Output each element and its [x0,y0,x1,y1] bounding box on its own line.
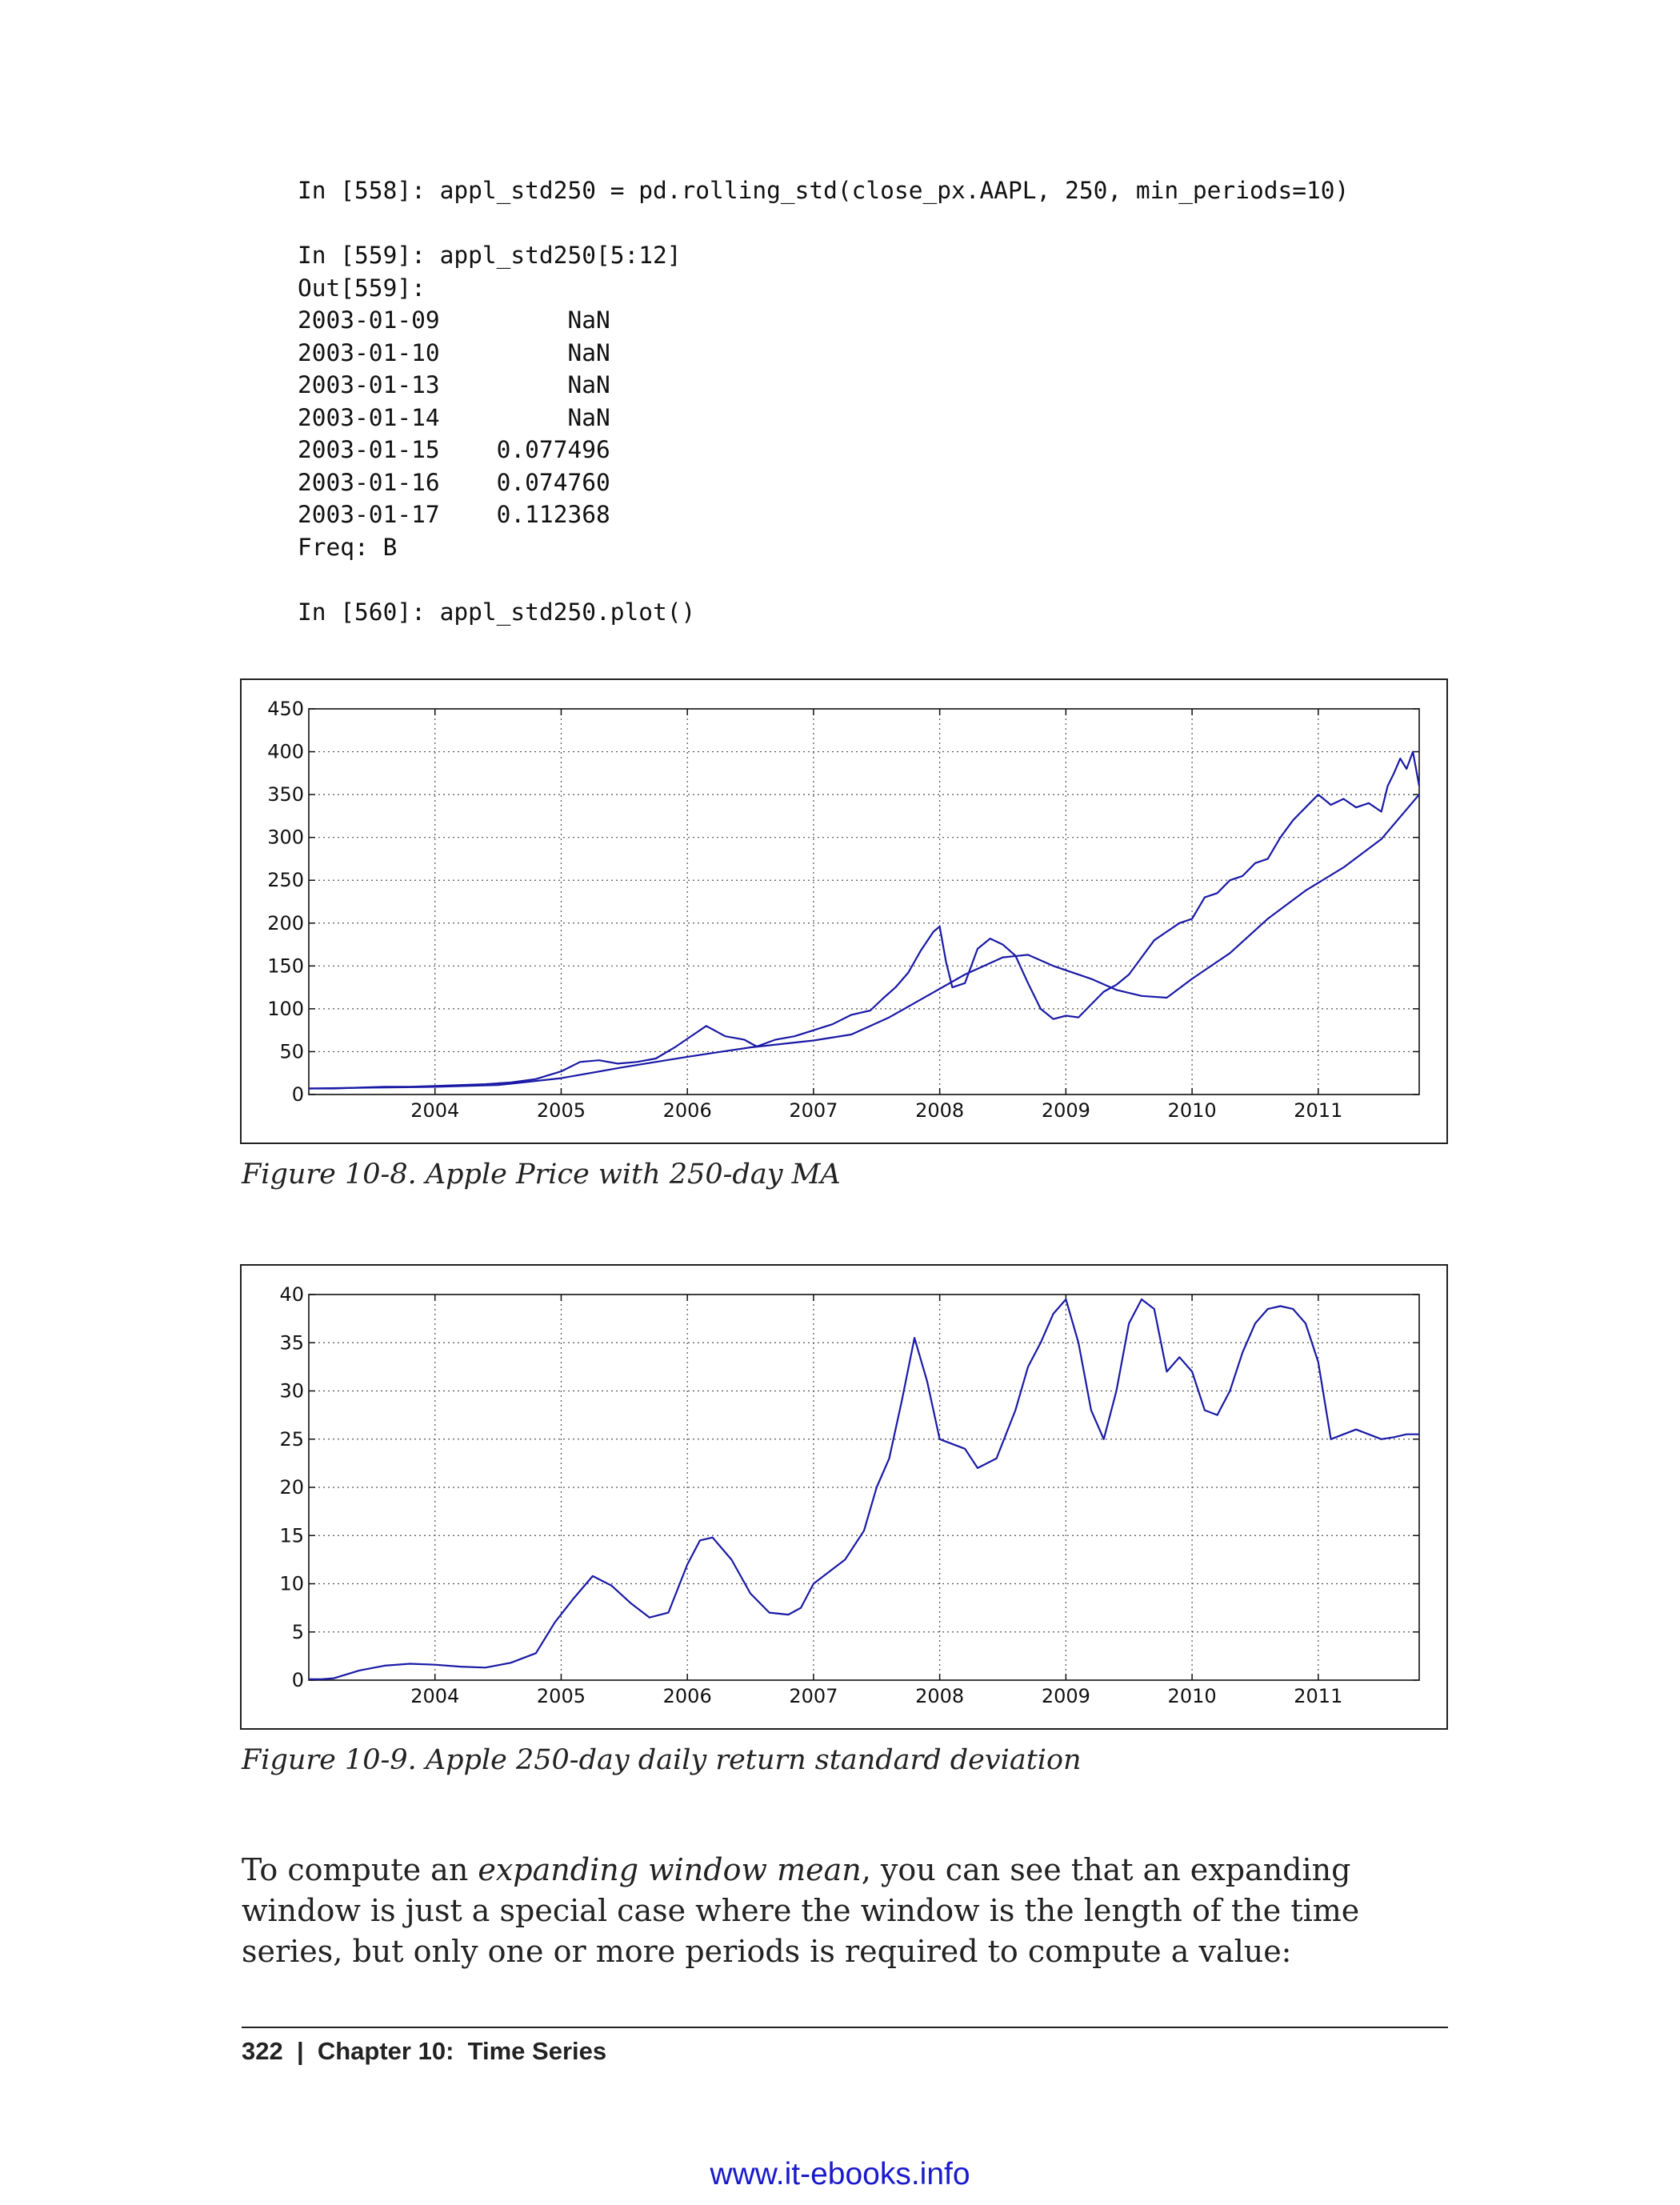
y-tick-label: 25 [279,1428,304,1451]
code-line: 2003-01-10 NaN [298,338,610,366]
code-line: 2003-01-09 NaN [298,306,610,334]
y-tick-label: 0 [292,1083,304,1106]
code-line: 2003-01-14 NaN [298,403,610,431]
x-tick-label: 2009 [1042,1685,1090,1707]
y-tick-label: 450 [267,698,304,720]
y-tick-label: 15 [279,1524,304,1547]
x-tick-label: 2007 [789,1099,838,1122]
code-line: 2003-01-13 NaN [298,371,610,398]
code-line: In [560]: appl_std250.plot() [298,598,696,626]
figure-10-8: 0 50 100 150 200 250 300 350 400 450 2004 2005 2006 2… [240,678,1448,1144]
price-ma-chart: 0 50 100 150 200 250 300 350 400 450 2004 2005 2006 2… [267,698,1421,1122]
y-tick-label: 150 [267,954,304,977]
code-line: In [558]: appl_std250 = pd.rolling_std(c… [298,177,1350,204]
expanding-window-mean-term: expanding window mean [478,1852,862,1887]
y-tick-label: 35 [279,1331,304,1354]
x-tick-label: 2006 [663,1099,712,1122]
y-tick-label: 100 [267,998,304,1020]
page-footer: 322 | Chapter 10: Time Series [242,2037,607,2065]
figure-10-9-caption: Figure 10-9. Apple 250-day daily return … [242,1744,1082,1776]
y-tick-label: 20 [279,1476,304,1499]
y-tick-label: 350 [267,783,304,806]
x-tick-label: 2008 [915,1685,964,1707]
y-tick-label: 30 [279,1380,304,1403]
code-line: 2003-01-15 0.077496 [298,436,610,463]
code-line: In [559]: appl_std250[5:12] [298,242,682,269]
y-tick-label: 200 [267,912,304,934]
code-line: 2003-01-17 0.112368 [298,501,610,528]
x-tick-label: 2005 [537,1685,586,1707]
y-tick-label: 10 [279,1573,304,1595]
footer-rule [242,2027,1448,2028]
code-line: Out[559]: [298,274,426,302]
y-tick-label: 5 [292,1621,304,1643]
y-tick-label: 400 [267,741,304,763]
x-tick-label: 2011 [1294,1685,1342,1707]
y-tick-label: 0 [292,1669,304,1691]
plot-frame [308,708,1420,1095]
x-tick-label: 2010 [1168,1099,1217,1122]
y-tick-label: 300 [267,826,304,849]
source-url[interactable]: www.it-ebooks.info [710,2157,970,2191]
series-line-1 [308,794,1420,1090]
y-tick-label: 50 [279,1040,304,1062]
figure-10-8-caption: Figure 10-8. Apple Price with 250-day MA [242,1159,841,1191]
y-tick-label: 250 [267,869,304,891]
code-line: 2003-01-16 0.074760 [298,468,610,496]
x-tick-label: 2007 [789,1685,838,1707]
series-line-0 [309,750,1421,1090]
x-tick-label: 2004 [410,1099,459,1122]
x-tick-label: 2004 [410,1685,459,1707]
x-tick-label: 2008 [915,1099,964,1122]
x-tick-label: 2009 [1042,1099,1090,1122]
y-tick-label: 40 [279,1283,304,1306]
code-block: In [558]: appl_std250 = pd.rolling_std(c… [298,174,1349,628]
std-chart: 0 5 10 15 20 25 30 35 40 2004 2005 2006 2007 2008 2009… [279,1283,1420,1707]
plot-frame [308,1294,1420,1681]
series-line-0 [309,1298,1419,1680]
body-paragraph: To compute an expanding window mean, you… [242,1852,1360,1969]
x-tick-label: 2005 [537,1099,586,1122]
x-tick-label: 2011 [1294,1099,1342,1122]
figure-10-9: 0 5 10 15 20 25 30 35 40 2004 2005 2006 2007 2008 2009… [240,1264,1448,1730]
x-tick-label: 2006 [663,1685,712,1707]
x-tick-label: 2010 [1168,1685,1217,1707]
code-line: Freq: B [298,533,398,561]
